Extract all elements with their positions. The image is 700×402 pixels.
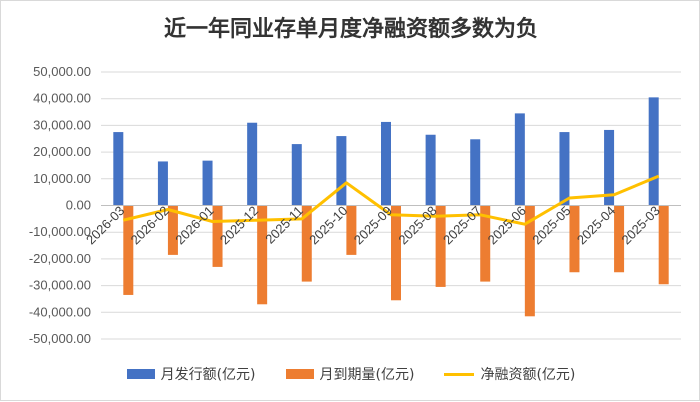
x-tick-label: 2026-01 [172, 203, 216, 247]
bar-issuance [113, 132, 124, 206]
x-tick-label: 2025-12 [217, 203, 261, 247]
x-tick-label: 2025-11 [262, 203, 306, 247]
legend-swatch-net-financing [444, 372, 475, 376]
bar-maturity [301, 205, 312, 282]
bars [113, 97, 669, 317]
chart-legend: 月发行额(亿元) 月到期量(亿元) 净融资额(亿元) [1, 364, 700, 384]
bar-issuance [381, 121, 391, 206]
bar-issuance [425, 134, 436, 206]
bar-issuance [514, 113, 525, 206]
bar-maturity [123, 205, 134, 295]
bar-maturity [391, 205, 401, 301]
x-tick-label: 2025-09 [351, 203, 395, 247]
bar-issuance [157, 161, 168, 206]
bar-maturity [524, 205, 535, 317]
bar-maturity [435, 205, 446, 287]
bar-issuance [470, 139, 481, 206]
bar-issuance [247, 122, 258, 206]
legend-swatch-issuance [126, 369, 155, 379]
bar-issuance [559, 132, 570, 206]
y-tick-label: -20,000.00 [29, 251, 91, 266]
legend-label-net-financing: 净融资额(亿元) [480, 367, 576, 383]
x-tick-label: 2025-03 [618, 203, 662, 247]
legend-item-issuance: 月发行额(亿元) [126, 364, 256, 384]
y-tick-label: 0.00 [66, 198, 91, 213]
bar-maturity [212, 205, 223, 267]
bar-maturity [480, 205, 491, 282]
y-tick-label: 10,000.00 [33, 171, 91, 186]
bar-maturity [257, 205, 268, 305]
y-tick-label: 20,000.00 [33, 144, 91, 159]
bar-maturity [346, 205, 357, 255]
bar-issuance [648, 97, 659, 206]
legend-item-maturity: 月到期量(亿元) [285, 364, 415, 384]
bar-issuance [202, 160, 213, 206]
y-tick-labels: 50,000.00 40,000.00 30,000.00 20,000.00 10,0… [29, 64, 91, 346]
x-tick-label: 2025-08 [395, 203, 439, 247]
bar-maturity [658, 205, 669, 285]
legend-swatch-maturity [285, 369, 314, 379]
legend-label-issuance: 月发行额(亿元) [160, 367, 256, 383]
bar-maturity [569, 205, 580, 273]
line-net-financing [122, 174, 660, 226]
legend-label-maturity: 月到期量(亿元) [319, 367, 415, 383]
y-tick-label: 40,000.00 [33, 91, 91, 106]
x-tick-label: 2025-04 [574, 203, 618, 247]
y-tick-label: -50,000.00 [29, 331, 91, 346]
bar-maturity [614, 205, 625, 273]
x-tick-label: 2026-02 [128, 203, 172, 247]
y-tick-label: -40,000.00 [29, 304, 91, 319]
bar-issuance [291, 144, 302, 206]
legend-item-net-financing: 净融资额(亿元) [444, 364, 575, 384]
bar-issuance [604, 129, 615, 206]
x-tick-label: 2025-07 [440, 203, 484, 247]
bar-maturity [167, 205, 178, 255]
y-tick-label: 50,000.00 [33, 64, 91, 79]
bar-issuance [336, 136, 347, 206]
y-tick-label: 30,000.00 [33, 117, 91, 132]
y-tick-label: -10,000.00 [29, 224, 91, 239]
y-tick-label: -30,000.00 [29, 278, 91, 293]
chart-title: 近一年同业存单月度净融资额多数为负 [163, 17, 538, 42]
